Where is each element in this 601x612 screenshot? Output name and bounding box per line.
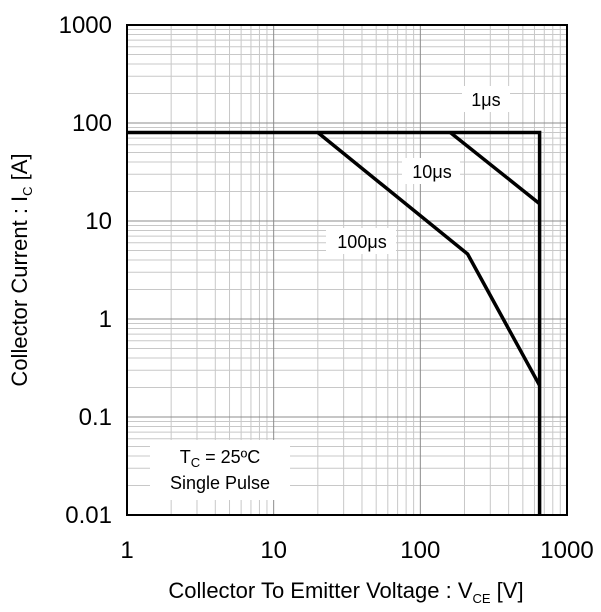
x-axis-label: Collector To Emitter Voltage : VCE [V] bbox=[168, 578, 523, 606]
x-axis-label-sub: CE bbox=[473, 591, 491, 606]
condition-sub: C bbox=[191, 455, 200, 470]
label-bg-100us bbox=[326, 228, 396, 254]
y-axis-label-unit: [A] bbox=[7, 153, 32, 186]
y-tick-label: 0.1 bbox=[79, 404, 112, 431]
y-axis-label-main: Collector Current : I bbox=[7, 196, 32, 387]
condition-line-1: TC = 25ºC bbox=[180, 447, 261, 470]
series-label-1us: 1μs bbox=[471, 90, 500, 110]
x-tick-label: 1 bbox=[120, 537, 133, 564]
condition-line-2: Single Pulse bbox=[170, 473, 270, 493]
x-tick-label: 10 bbox=[260, 537, 287, 564]
y-tick-label: 0.01 bbox=[65, 502, 112, 529]
x-tick-label: 1000 bbox=[540, 537, 593, 564]
y-tick-label: 1000 bbox=[59, 12, 112, 39]
series-label-10us: 10μs bbox=[412, 162, 451, 182]
y-tick-label: 10 bbox=[85, 208, 112, 235]
x-tick-label: 100 bbox=[400, 537, 440, 564]
x-axis-label-main: Collector To Emitter Voltage : V bbox=[168, 578, 472, 603]
y-axis-label: Collector Current : IC [A] bbox=[7, 153, 35, 386]
series-line-0 bbox=[127, 130, 542, 515]
y-axis-label-sub: C bbox=[20, 186, 35, 195]
series-label-100us: 100μs bbox=[337, 232, 386, 252]
y-tick-label: 100 bbox=[72, 110, 112, 137]
x-axis-label-unit: [V] bbox=[491, 578, 524, 603]
minor-grid bbox=[127, 25, 567, 515]
y-tick-labels: 0.01 0.1 1 10 100 1000 bbox=[59, 12, 112, 529]
soa-curves bbox=[127, 130, 542, 515]
condition-value: = 25ºC bbox=[200, 447, 260, 467]
condition-t: T bbox=[180, 447, 191, 467]
plot-frame bbox=[126, 24, 568, 516]
series-line-2 bbox=[316, 131, 542, 387]
y-tick-label: 1 bbox=[99, 306, 112, 333]
label-bg-1us bbox=[462, 86, 510, 112]
label-bg-10us bbox=[402, 158, 460, 184]
condition-bg bbox=[150, 440, 290, 500]
x-tick-labels: 1 10 100 1000 bbox=[120, 537, 593, 564]
series-line-1 bbox=[449, 131, 541, 206]
